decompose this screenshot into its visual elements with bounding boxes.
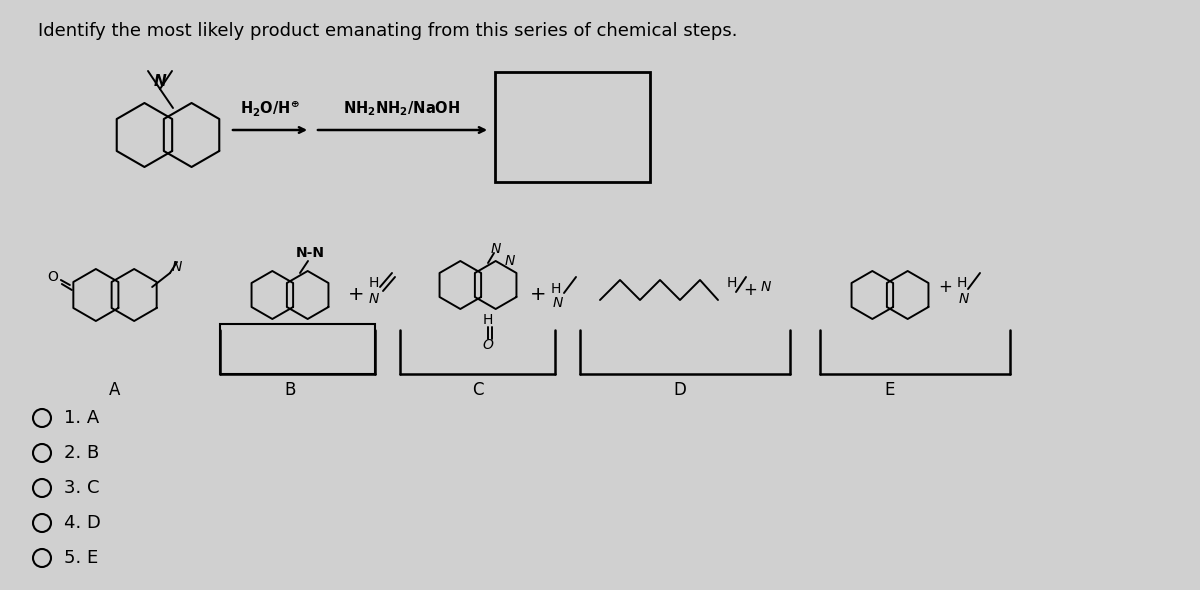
- Text: E: E: [884, 381, 895, 399]
- Text: Identify the most likely product emanating from this series of chemical steps.: Identify the most likely product emanati…: [38, 22, 738, 40]
- Text: +: +: [743, 281, 757, 299]
- Text: H: H: [368, 276, 379, 290]
- Text: H: H: [482, 313, 493, 327]
- Text: 5. E: 5. E: [64, 549, 98, 567]
- Text: N: N: [368, 292, 379, 306]
- Text: H: H: [727, 276, 737, 290]
- Text: $\mathbf{NH_2NH_2/NaOH}$: $\mathbf{NH_2NH_2/NaOH}$: [343, 99, 461, 118]
- Text: N-N: N-N: [295, 246, 324, 260]
- Text: +: +: [529, 286, 546, 304]
- Text: H: H: [956, 276, 967, 290]
- Text: N: N: [505, 254, 515, 268]
- Text: O: O: [482, 338, 493, 352]
- Text: N: N: [553, 296, 563, 310]
- Text: N: N: [491, 242, 502, 256]
- Text: N: N: [959, 292, 970, 306]
- Text: $\mathbf{H_2O/H^{\oplus}}$: $\mathbf{H_2O/H^{\oplus}}$: [240, 98, 300, 118]
- Text: +: +: [348, 286, 365, 304]
- Text: N: N: [761, 280, 772, 294]
- Text: D: D: [673, 381, 686, 399]
- Bar: [496, 72, 650, 182]
- Text: 2. B: 2. B: [64, 444, 100, 462]
- Bar: [220, 324, 374, 374]
- Text: B: B: [284, 381, 295, 399]
- Text: 3. C: 3. C: [64, 479, 100, 497]
- Text: O: O: [48, 270, 59, 284]
- Text: N: N: [172, 260, 182, 274]
- Text: 1. A: 1. A: [64, 409, 100, 427]
- Text: +: +: [938, 278, 952, 296]
- Text: C: C: [473, 381, 484, 399]
- Text: N: N: [154, 74, 167, 88]
- Text: A: A: [109, 381, 121, 399]
- Text: H: H: [551, 282, 562, 296]
- Text: 4. D: 4. D: [64, 514, 101, 532]
